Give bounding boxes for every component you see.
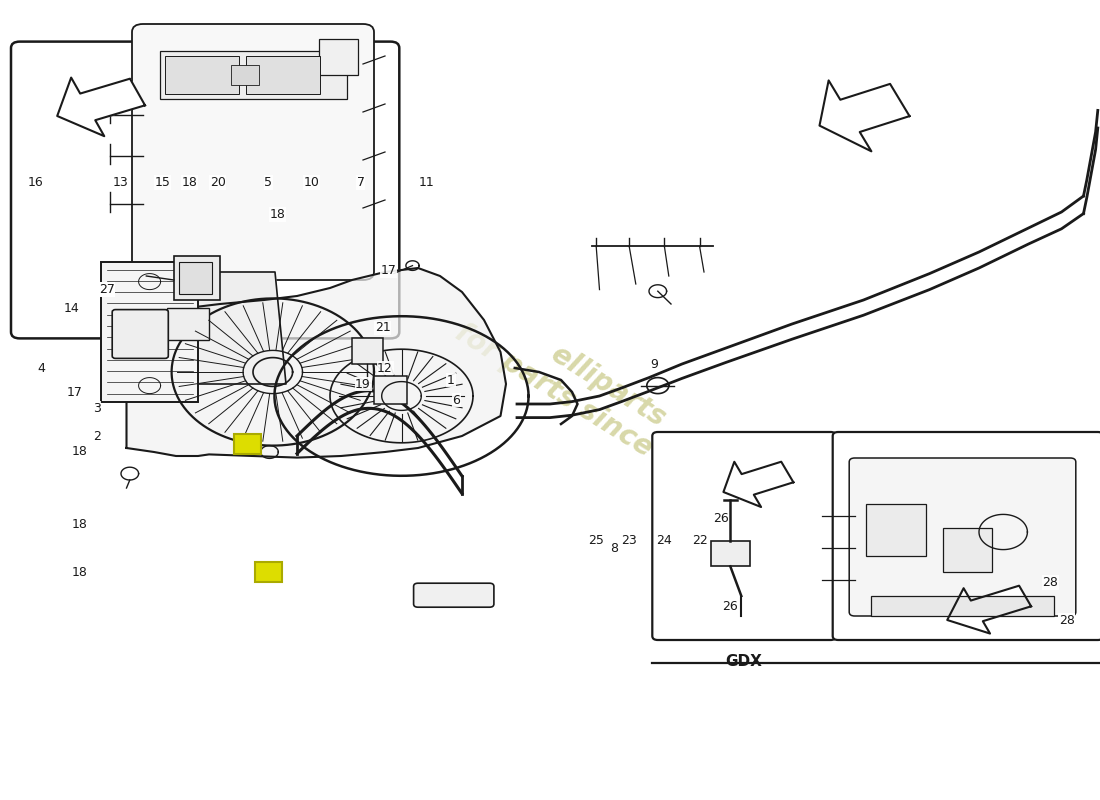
Polygon shape xyxy=(57,78,145,136)
Text: 8: 8 xyxy=(609,542,618,554)
FancyBboxPatch shape xyxy=(833,432,1100,640)
Text: 27: 27 xyxy=(99,283,114,296)
Polygon shape xyxy=(947,586,1031,634)
Text: 26: 26 xyxy=(713,512,728,525)
Text: 17: 17 xyxy=(67,386,82,398)
Text: 23: 23 xyxy=(621,534,637,546)
Text: 25: 25 xyxy=(588,534,604,546)
FancyBboxPatch shape xyxy=(652,432,836,640)
Text: 4: 4 xyxy=(37,362,46,374)
Bar xyxy=(160,51,346,99)
FancyBboxPatch shape xyxy=(414,583,494,607)
Text: 9: 9 xyxy=(650,358,659,370)
FancyBboxPatch shape xyxy=(132,24,374,280)
Bar xyxy=(352,338,383,364)
Bar xyxy=(231,65,258,85)
Bar xyxy=(246,56,320,94)
Bar xyxy=(167,308,209,340)
Polygon shape xyxy=(724,462,793,507)
Text: 18: 18 xyxy=(270,208,285,221)
Text: 26: 26 xyxy=(723,599,738,613)
Text: 7: 7 xyxy=(356,176,365,189)
Bar xyxy=(871,596,1054,616)
Text: 19: 19 xyxy=(355,378,371,390)
Bar xyxy=(866,504,926,556)
Bar xyxy=(711,541,750,566)
Polygon shape xyxy=(126,268,506,458)
Bar xyxy=(255,562,282,582)
Bar xyxy=(101,262,198,402)
Text: 1: 1 xyxy=(447,374,455,386)
Text: 22: 22 xyxy=(692,534,707,546)
Bar xyxy=(234,434,261,454)
FancyBboxPatch shape xyxy=(112,310,168,358)
Text: 28: 28 xyxy=(1058,614,1075,626)
Text: GDX: GDX xyxy=(726,654,762,669)
Text: 21: 21 xyxy=(375,322,390,334)
Text: 18: 18 xyxy=(72,566,87,578)
Bar xyxy=(174,256,220,300)
Text: 20: 20 xyxy=(210,176,225,189)
Text: 24: 24 xyxy=(657,534,672,546)
FancyBboxPatch shape xyxy=(11,42,399,338)
Text: 3: 3 xyxy=(92,402,101,414)
Text: 18: 18 xyxy=(72,446,87,458)
Text: 27: 27 xyxy=(99,283,114,296)
Bar xyxy=(165,56,239,94)
Bar xyxy=(943,528,992,572)
Text: 28: 28 xyxy=(1043,576,1058,589)
Text: 14: 14 xyxy=(64,302,79,314)
FancyBboxPatch shape xyxy=(849,458,1076,616)
Text: 6: 6 xyxy=(452,394,461,406)
Text: 18: 18 xyxy=(182,176,197,189)
Text: elliparts
for parts since 1985: elliparts for parts since 1985 xyxy=(450,291,749,509)
Polygon shape xyxy=(187,272,286,384)
Text: 2: 2 xyxy=(92,430,101,442)
Bar xyxy=(319,39,358,75)
Text: 10: 10 xyxy=(304,176,319,189)
Text: 13: 13 xyxy=(113,176,129,189)
Text: 12: 12 xyxy=(377,362,393,374)
Bar xyxy=(374,376,407,404)
Text: 17: 17 xyxy=(381,264,396,277)
Text: 16: 16 xyxy=(28,176,43,189)
Text: 11: 11 xyxy=(419,176,435,189)
Text: 15: 15 xyxy=(155,176,170,189)
Polygon shape xyxy=(820,81,910,151)
Bar xyxy=(179,262,212,294)
Text: 5: 5 xyxy=(264,176,273,189)
Text: 18: 18 xyxy=(72,518,87,530)
